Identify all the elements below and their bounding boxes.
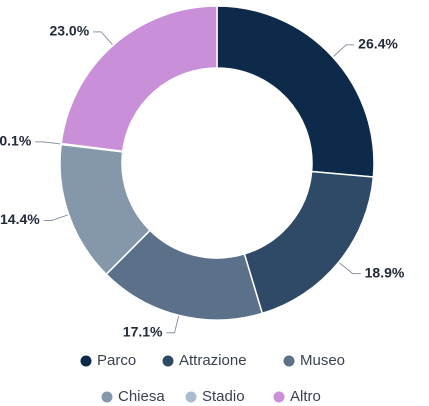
value-label: 26.4% [358, 36, 398, 52]
slice [216, 5, 375, 178]
value-label: 23.0% [49, 23, 89, 39]
leader-line [333, 44, 355, 57]
legend-label: Museo [300, 352, 345, 369]
leader-line [35, 141, 61, 145]
legend-marker [185, 391, 197, 403]
legend-marker [162, 355, 174, 367]
legend-label: Parco [97, 352, 136, 369]
legend-marker [101, 391, 113, 403]
leader-line [166, 316, 180, 334]
leader-line [43, 214, 68, 222]
leader-line [339, 262, 361, 275]
legend-label: Attrazione [179, 352, 247, 369]
value-label: 0.1% [0, 133, 32, 149]
slice [243, 170, 375, 315]
legend-marker [80, 355, 92, 367]
legend-label: Stadio [202, 388, 245, 405]
legend-label: Chiesa [118, 388, 165, 405]
legend-marker [283, 355, 295, 367]
legend-marker [273, 391, 285, 403]
value-label: 14.4% [0, 211, 40, 227]
leader-line [93, 31, 113, 45]
value-label: 17.1% [123, 323, 163, 339]
legend-label: Altro [290, 388, 321, 405]
value-label: 18.9% [365, 264, 405, 280]
slice [60, 5, 218, 153]
